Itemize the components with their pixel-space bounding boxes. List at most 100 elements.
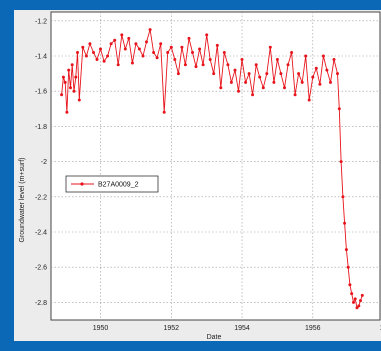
data-point [272, 80, 276, 84]
data-point [70, 63, 74, 67]
data-point [341, 195, 345, 199]
y-tick-label: -1.6 [35, 89, 47, 96]
data-point [74, 75, 78, 79]
data-point [173, 58, 177, 61]
data-point [176, 72, 180, 76]
data-point [61, 75, 65, 79]
data-point [343, 221, 347, 225]
data-point [152, 51, 156, 54]
data-point [67, 68, 71, 72]
data-point [212, 72, 216, 76]
data-point [183, 63, 187, 67]
data-point [240, 58, 244, 61]
data-point [222, 51, 226, 54]
data-point [357, 304, 361, 308]
data-point [360, 293, 364, 297]
data-point [99, 47, 102, 51]
data-point [205, 33, 209, 37]
x-tick-label: 1952 [163, 325, 179, 332]
data-point [88, 42, 92, 46]
data-point [251, 93, 255, 97]
x-tick-label: 1950 [93, 325, 109, 332]
data-point [191, 51, 194, 54]
x-tick-label: 1956 [305, 325, 321, 332]
x-tick-label: 1954 [234, 325, 250, 332]
data-point [265, 72, 269, 76]
legend: B27A0009_2 [65, 175, 159, 193]
data-point [293, 93, 297, 97]
data-point [166, 51, 170, 54]
x-tick-label: 19 [380, 325, 381, 332]
y-tick-label: -1.2 [35, 18, 47, 25]
data-point [198, 47, 202, 51]
data-point [76, 51, 79, 54]
y-tick-label: -2.4 [35, 230, 47, 237]
legend-marker [80, 182, 84, 186]
data-point [137, 47, 141, 51]
data-point [219, 86, 223, 90]
data-point [344, 248, 348, 252]
plot-panel: 1950 1952 1954 1956 19 -1.2 -1.4 -1.6 -1.8 -2 -2.2… [14, 10, 381, 341]
data-point [106, 54, 110, 58]
data-point [233, 68, 237, 72]
data-point [336, 72, 339, 76]
data-point [65, 110, 69, 114]
data-point [321, 54, 325, 58]
data-point [92, 51, 95, 54]
data-point [159, 42, 163, 46]
data-point [226, 63, 230, 67]
data-point [350, 292, 354, 296]
y-tick-label: -1.4 [35, 54, 47, 61]
data-point [247, 72, 251, 76]
data-point [237, 89, 240, 93]
data-point [60, 93, 64, 97]
data-point [300, 80, 304, 84]
data-point [162, 110, 166, 114]
data-point [77, 98, 81, 102]
data-point [332, 58, 336, 61]
data-point [63, 80, 67, 84]
data-point [244, 80, 248, 84]
data-point [130, 61, 134, 65]
data-point [169, 45, 173, 49]
data-point [254, 63, 258, 67]
legend-box [65, 175, 159, 193]
x-axis-label: Date [207, 334, 222, 341]
data-point [286, 63, 290, 67]
data-point [201, 63, 205, 67]
data-point [353, 297, 357, 301]
data-point [109, 42, 113, 46]
data-point [337, 107, 341, 111]
data-point [318, 82, 322, 86]
data-point [194, 65, 198, 69]
data-point [348, 283, 352, 287]
data-point [72, 89, 76, 93]
data-point [352, 300, 355, 304]
y-tick-label: -2.8 [35, 300, 47, 307]
data-point [307, 98, 311, 102]
series-line [61, 29, 363, 309]
data-point [268, 45, 272, 49]
data-point [123, 47, 127, 51]
data-point [329, 80, 332, 84]
data-point [311, 75, 315, 79]
data-point [275, 58, 279, 61]
data-point [141, 54, 145, 58]
data-point [116, 63, 120, 67]
data-point [304, 54, 308, 58]
data-point [261, 86, 265, 90]
data-point [339, 160, 343, 164]
data-point [155, 56, 159, 60]
data-point [346, 265, 350, 269]
y-tick-label: -2 [41, 159, 47, 166]
data-point [145, 40, 148, 44]
data-point [180, 45, 184, 49]
data-point [95, 58, 99, 61]
data-point [283, 86, 286, 90]
data-point [102, 59, 106, 63]
data-point [187, 36, 191, 40]
legend-label: B27A0009_2 [98, 182, 139, 189]
y-tick-label: -1.8 [35, 124, 47, 131]
data-point [297, 72, 301, 76]
